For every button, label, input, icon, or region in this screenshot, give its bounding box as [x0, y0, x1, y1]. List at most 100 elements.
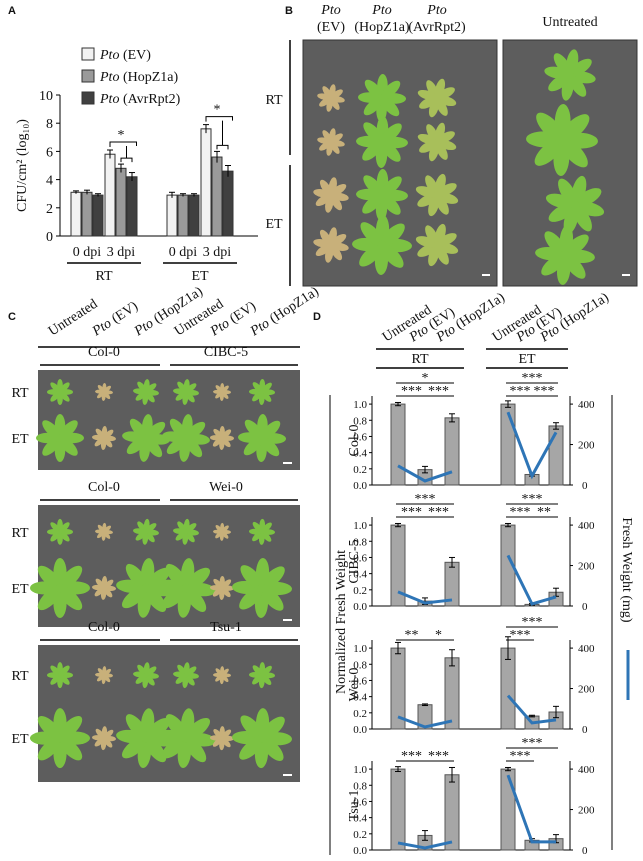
rosette-center: [220, 390, 224, 394]
text-part: (HopZ1a): [554, 290, 612, 335]
rosette-center: [102, 390, 106, 394]
leaf: [221, 385, 229, 393]
sig-bracket: [216, 120, 229, 150]
rosette-center: [58, 390, 62, 394]
rosette-center: [55, 583, 65, 593]
leaf: [145, 421, 166, 440]
y-tick-label: 0.8: [353, 415, 367, 427]
rosette-center: [434, 139, 440, 145]
legend-label: Pto (AvrRpt2): [99, 92, 181, 107]
leaf: [381, 123, 402, 143]
leaf: [59, 565, 83, 589]
y2-tick-label: 200: [578, 805, 595, 817]
leaf: [569, 58, 592, 77]
sig-bracket: [205, 116, 233, 122]
y2-tick-label: 0: [582, 480, 588, 492]
bar: [104, 153, 116, 237]
y2-tick-label: 200: [578, 561, 595, 573]
rosette-center: [220, 673, 224, 677]
text-part: (AvrRpt2): [119, 92, 180, 107]
y-tick-label: 1.0: [353, 764, 367, 776]
rosette-center: [141, 733, 151, 743]
group-label: RT: [95, 269, 112, 284]
genotype-label: Col-0: [347, 425, 362, 457]
rosette-center: [570, 200, 580, 210]
rosette-center: [102, 586, 106, 590]
rosette-center: [328, 139, 334, 145]
leaf: [145, 523, 157, 533]
leaf: [221, 429, 232, 439]
column-label: Untreated: [542, 15, 597, 30]
text-part: (HopZ1a): [354, 20, 410, 35]
rosette-center: [433, 241, 441, 249]
sig-label: *: [422, 371, 429, 386]
leaf: [145, 666, 157, 676]
rosette-center: [102, 736, 106, 740]
y-tick-label: 0.0: [353, 480, 367, 492]
y-tick-label: 0.2: [353, 464, 367, 476]
sig-label: *: [214, 103, 221, 118]
leaf: [145, 567, 171, 590]
rosette-center: [560, 250, 570, 260]
sig-label: ***: [510, 384, 531, 399]
rosette-center: [220, 736, 224, 740]
leaf: [59, 382, 70, 393]
row-label: ET: [11, 582, 29, 597]
panel-letter: D: [313, 311, 321, 323]
row-label: ET: [11, 732, 29, 747]
y2-tick-label: 0: [582, 724, 588, 736]
sig-label: ***: [522, 492, 543, 507]
text-part: Pto: [426, 3, 446, 18]
bar: [92, 194, 104, 237]
fresh-weight-line: [397, 464, 453, 483]
y-tick-label: 0.8: [353, 659, 367, 671]
column-label: Untreated: [46, 297, 100, 340]
text-part: (EV): [119, 48, 151, 63]
rosette-center: [220, 436, 224, 440]
rosette-center: [260, 529, 264, 534]
panel-letter: C: [8, 311, 16, 323]
x-tick-label: 3 dpi: [107, 245, 136, 260]
column-label: Pto (HopZ1a): [354, 3, 410, 35]
y-tick-label: 0: [46, 230, 53, 245]
genotype-label: CIBC-5: [347, 539, 362, 583]
sig-label: ***: [401, 749, 422, 764]
leaf: [381, 176, 402, 196]
row-label: RT: [265, 93, 282, 108]
rosette-center: [181, 733, 191, 743]
group-label: ET: [518, 352, 536, 367]
fresh-weight-line: [397, 590, 453, 605]
genotype-label: CIBC-5: [204, 345, 248, 360]
leaf: [185, 421, 206, 440]
text-part: Pto: [99, 48, 119, 63]
y-tick-label: 0.0: [353, 601, 367, 613]
y-tick-label: 0.4: [353, 448, 367, 460]
y-tick-label: 0.8: [353, 780, 367, 792]
rosette-center: [181, 583, 191, 593]
bar: [211, 156, 223, 237]
sig-label: ***: [510, 749, 531, 764]
leaf: [103, 429, 114, 439]
legend-label: Pto (EV): [99, 48, 151, 63]
rosette-center: [220, 586, 224, 590]
rosette-center: [433, 191, 441, 199]
y-axis-label: CFU/cm² (log₁₀): [15, 119, 30, 212]
leaf: [103, 579, 114, 589]
y-tick-label: 0.2: [353, 708, 367, 720]
y2-tick-label: 400: [578, 643, 595, 655]
fresh-weight-line: [397, 715, 453, 729]
leaf: [145, 383, 157, 393]
leaf: [185, 523, 197, 533]
rosette-center: [377, 240, 387, 250]
bar: [81, 191, 93, 237]
leaf: [330, 233, 347, 246]
rosette-center: [102, 436, 106, 440]
leaf: [145, 717, 171, 740]
y-tick-label: 0.4: [353, 569, 367, 581]
y-tick-label: 1.0: [353, 643, 367, 655]
rosette-center: [144, 390, 148, 394]
text-part: Pto: [99, 70, 119, 85]
y2-tick-label: 400: [578, 399, 595, 411]
y2-tick-label: 0: [582, 845, 588, 857]
panel-letter: A: [8, 5, 16, 17]
